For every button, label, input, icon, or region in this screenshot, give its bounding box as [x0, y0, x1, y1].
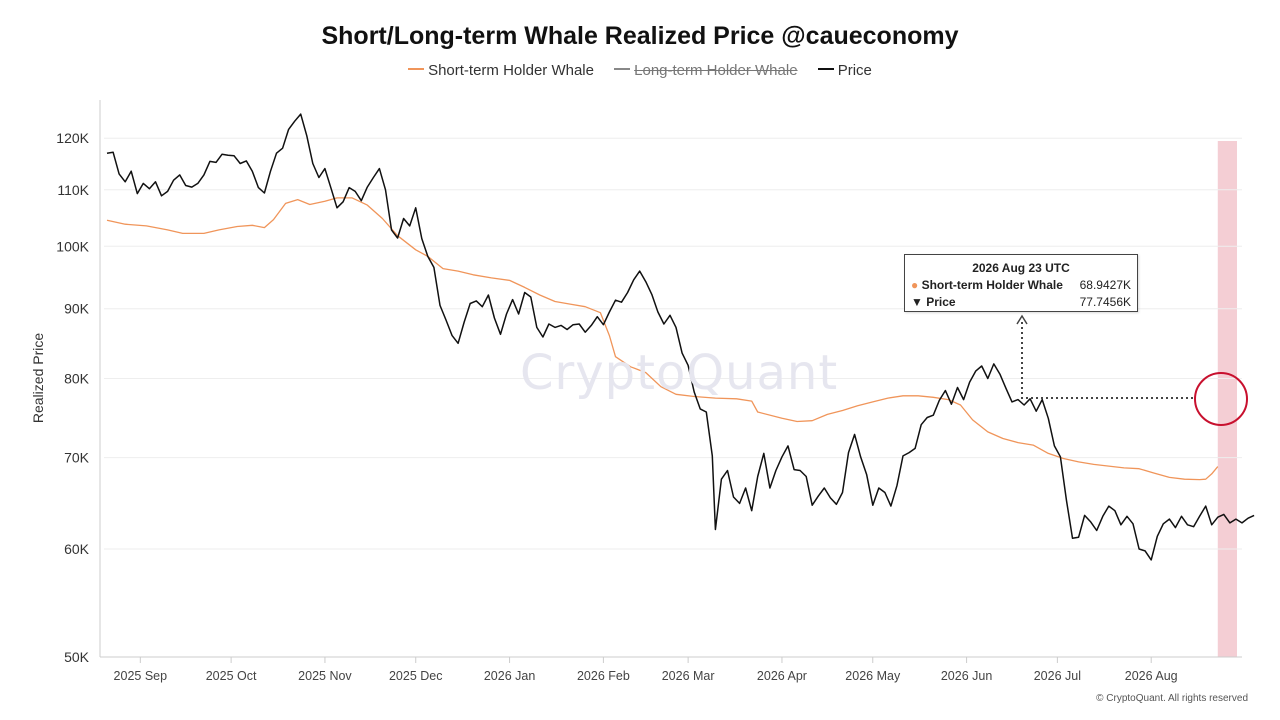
- tooltip: 2026 Aug 23 UTC ● Short-term Holder Whal…: [904, 254, 1138, 312]
- x-tick-label: 2026 Aug: [1125, 669, 1178, 683]
- tooltip-row-price: ▼ Price 77.7456K: [911, 294, 1131, 311]
- y-tick-label: 80K: [64, 371, 90, 387]
- x-tick-label: 2026 Apr: [757, 669, 807, 683]
- tooltip-row-short-term: ● Short-term Holder Whale 68.9427K: [911, 277, 1131, 294]
- tooltip-price-value: 77.7456K: [1079, 295, 1131, 309]
- legend-item-long-term[interactable]: Long-term Holder Whale: [614, 62, 798, 79]
- legend-label-long-term: Long-term Holder Whale: [634, 62, 798, 79]
- series-line-short-term-holder-whale: [106, 197, 1219, 481]
- x-tick-label: 2025 Oct: [206, 669, 257, 683]
- highlight-band: [1217, 141, 1237, 657]
- watermark: CryptoQuant: [520, 345, 839, 401]
- legend-swatch-short-term: [408, 68, 425, 71]
- y-tick-label: 120K: [56, 130, 89, 146]
- y-tick-label: 70K: [64, 450, 90, 466]
- y-tick-label: 100K: [56, 238, 89, 254]
- legend-swatch-long-term: [614, 68, 631, 71]
- y-tick-label: 110K: [57, 182, 89, 198]
- legend: Short-term Holder Whale Long-term Holder…: [0, 62, 1280, 79]
- x-tick-label: 2025 Sep: [114, 669, 168, 683]
- x-tick-label: 2026 Mar: [662, 669, 715, 683]
- tooltip-date: 2026 Aug 23 UTC: [972, 261, 1070, 275]
- y-axis-label: Realized Price: [30, 333, 46, 423]
- legend-swatch-price: [817, 68, 834, 71]
- x-tick-label: 2026 Jun: [941, 669, 992, 683]
- x-tick-label: 2025 Dec: [389, 669, 443, 683]
- legend-label-short-term: Short-term Holder Whale: [428, 62, 594, 79]
- annotation-arrow: [1021, 322, 1195, 399]
- tooltip-dot-icon: ●: [911, 278, 919, 292]
- tooltip-price-label: Price: [926, 295, 956, 309]
- highlight-circle: [1194, 372, 1248, 426]
- y-tick-label: 60K: [64, 541, 90, 557]
- x-tick-label: 2026 Jan: [484, 669, 535, 683]
- annotation-arrow-head: [1016, 314, 1028, 325]
- legend-item-short-term[interactable]: Short-term Holder Whale: [408, 62, 594, 79]
- tooltip-short-value: 68.9427K: [1079, 278, 1131, 292]
- x-tick-label: 2026 Feb: [577, 669, 630, 683]
- series-line-price: [106, 113, 1255, 561]
- x-tick-label: 2026 Jul: [1034, 669, 1081, 683]
- x-tick-label: 2026 May: [845, 669, 901, 683]
- x-tick-label: 2025 Nov: [298, 669, 352, 683]
- tooltip-short-label: Short-term Holder Whale: [921, 278, 1063, 292]
- legend-item-price[interactable]: Price: [817, 62, 872, 79]
- y-tick-label: 90K: [64, 301, 90, 317]
- legend-label-price: Price: [837, 62, 872, 79]
- chart-title: Short/Long-term Whale Realized Price @ca…: [321, 22, 959, 50]
- y-tick-label: 50K: [64, 649, 90, 665]
- tooltip-triangle-icon: ▼: [911, 295, 923, 309]
- copyright-credit: © CryptoQuant. All rights reserved: [1096, 693, 1248, 704]
